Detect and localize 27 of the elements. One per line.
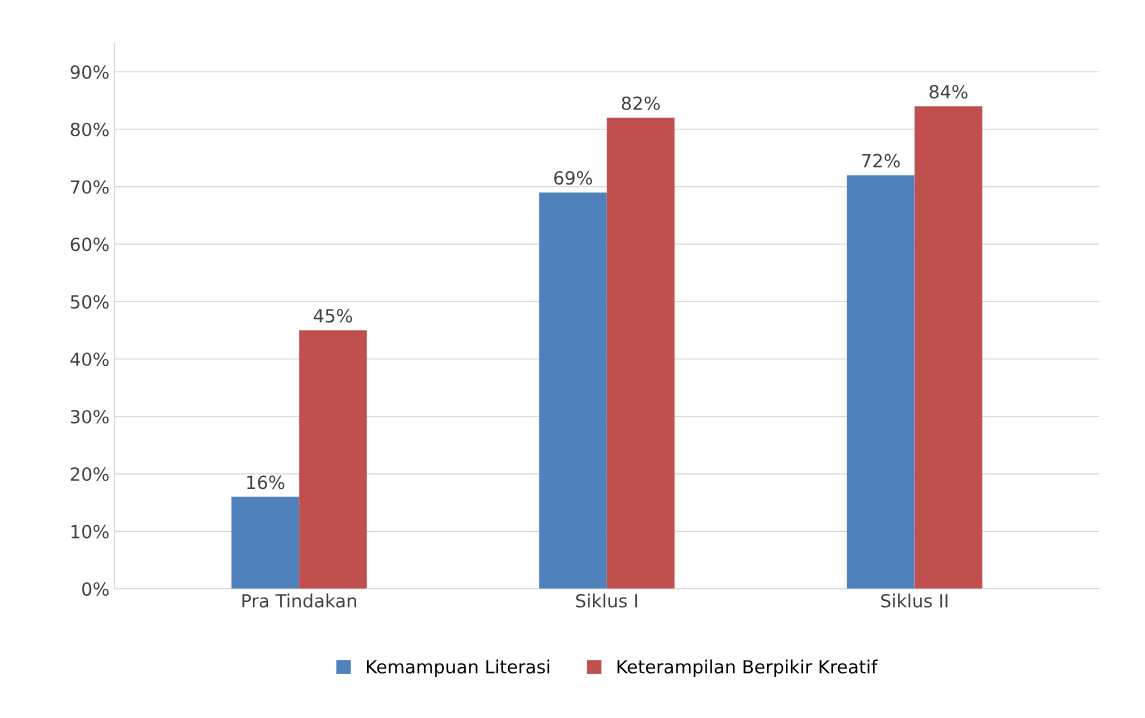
bar [846,175,915,589]
x-tick-label: Siklus II [881,593,948,608]
data-label: 82% [621,96,660,111]
y-tick-label: 70% [70,180,109,194]
legend-label: Keterampilan Berpikir Kreatif [617,659,878,678]
bar [231,496,300,589]
bar [914,106,983,589]
y-tick-label: 40% [70,352,109,367]
bar [299,330,367,589]
y-tick-label: 10% [71,524,109,539]
x-tick-label: Siklus I [576,593,638,608]
y-tick-label: 50% [70,295,109,309]
y-tick-label: 0% [82,582,109,596]
data-label: 69% [554,171,593,185]
bar [606,117,675,589]
data-label: 72% [862,153,900,168]
y-tick-label: 20% [70,467,109,481]
y-tick-label: 90% [70,65,109,79]
y-tick-label: 60% [70,237,109,252]
y-tick-label: 30% [70,409,109,424]
legend-label: Kemampuan Literasi [366,659,550,678]
data-label: 16% [247,475,285,490]
data-label: 84% [929,84,968,99]
data-label: 45% [313,308,353,323]
y-tick-label: 80% [70,122,109,137]
x-tick-label: Pra Tindakan [242,593,357,608]
bar [539,192,607,589]
